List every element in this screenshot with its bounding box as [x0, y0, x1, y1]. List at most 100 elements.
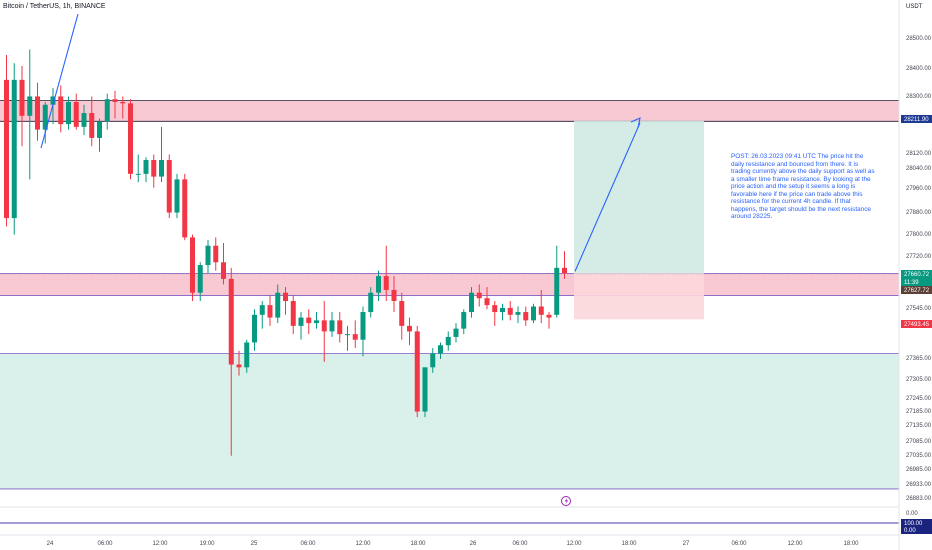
candle-body — [197, 265, 203, 293]
candle-body — [213, 245, 219, 263]
long-position-tool[interactable] — [574, 120, 704, 320]
candle-body — [128, 103, 133, 174]
trend-arrows — [40, 13, 641, 272]
indicator-price-tag — [901, 519, 932, 527]
time-tick-label: 18:00 — [843, 541, 859, 547]
candle-body — [329, 320, 335, 332]
candle-body — [267, 305, 273, 318]
candle-body — [73, 101, 79, 127]
price-tick-label: 27305.00 — [906, 377, 932, 383]
candle-body — [182, 179, 188, 238]
candle-body — [360, 312, 366, 340]
candle-body — [298, 317, 304, 326]
candle-body — [27, 96, 33, 116]
price-tick-label: 27800.00 — [906, 232, 932, 238]
candle-body — [58, 96, 64, 125]
candle-body — [81, 113, 87, 127]
price-tick-label: 28400.00 — [906, 66, 932, 72]
time-axis[interactable]: 24 06:00 12:00 19:00 25 06:00 12:00 18:00 26 06:0… — [0, 534, 899, 547]
candle-body — [554, 267, 560, 315]
candle-body — [11, 79, 17, 219]
candle-body — [453, 328, 459, 337]
indicator-price-tag — [901, 526, 932, 534]
candle-body — [507, 307, 513, 315]
candle-body — [562, 267, 567, 274]
candle-body — [345, 334, 350, 336]
daily-support-zone[interactable] — [0, 353, 899, 489]
time-tick-label: 24 — [47, 541, 54, 547]
candle-body — [120, 101, 126, 104]
time-tick-label: 12:00 — [152, 541, 168, 547]
candle-body — [352, 334, 358, 340]
candle-body — [515, 312, 521, 315]
candle-body — [19, 79, 25, 116]
candle-body — [252, 314, 257, 343]
candle-body — [135, 173, 141, 175]
price-tick-label: 27245.00 — [906, 396, 932, 402]
price-tick-label: 0.00 — [906, 511, 918, 517]
time-tick-label: 12:00 — [787, 541, 803, 547]
candle-body — [4, 79, 9, 219]
target-arrow-head — [630, 117, 641, 129]
time-tick-label: 26 — [470, 541, 477, 547]
candle-body — [399, 300, 405, 326]
candle-body — [104, 99, 110, 122]
analysis-note[interactable]: POST: 26.03.2023 09:41 UTC The price hit… — [731, 153, 875, 220]
price-tag-text: 27627.72 — [904, 288, 930, 294]
candle-body — [283, 292, 288, 301]
candle-body — [97, 121, 102, 138]
price-tag-text: 0.00 — [904, 528, 916, 534]
time-tick-label: 06:00 — [300, 541, 316, 547]
candle-body — [244, 342, 250, 368]
price-axis[interactable]: 28500.00 28400.00 28300.00 28120.00 28040.00… — [898, 0, 932, 550]
zones-layer — [0, 100, 899, 490]
price-tag-text: 100.00 — [904, 521, 923, 527]
candle-body — [151, 160, 157, 177]
candle-body — [314, 320, 319, 324]
symbol-title[interactable]: Bitcoin / TetherUS, 1h, BINANCE — [3, 3, 106, 10]
price-tag-text: 27660.72 — [904, 272, 930, 278]
candle-body — [306, 317, 312, 324]
candle-body — [275, 292, 281, 318]
candle-body — [89, 113, 95, 138]
currency-label[interactable]: USDT — [906, 4, 923, 10]
profit-area[interactable] — [574, 120, 704, 274]
target-arrow[interactable] — [574, 122, 641, 272]
candle-body — [531, 306, 536, 321]
price-tick-label: 26883.00 — [906, 496, 932, 502]
last-price-tag — [901, 270, 932, 278]
candle-body — [228, 278, 234, 365]
candle-body — [143, 160, 149, 174]
trend-arrow-left[interactable] — [40, 13, 79, 149]
stop-area[interactable] — [574, 273, 704, 320]
candle-body — [190, 237, 195, 293]
candle-body — [422, 367, 428, 412]
price-tick-label: 27135.00 — [906, 423, 932, 429]
time-tick-label: 25 — [251, 541, 258, 547]
resistance-zone[interactable] — [0, 100, 899, 122]
price-tick-label: 26985.00 — [906, 467, 932, 473]
candle-body — [35, 96, 40, 130]
countdown-price-tag — [901, 278, 932, 286]
candle-body — [66, 101, 71, 125]
smaller-tf-resistance-zone[interactable] — [0, 273, 899, 296]
candle-body — [337, 320, 343, 335]
time-tick-label: 18:00 — [621, 541, 637, 547]
stop-price-tag — [901, 320, 932, 328]
time-tick-label: 06:00 — [97, 541, 113, 547]
candle-body — [368, 292, 374, 313]
candle-body — [523, 312, 529, 321]
time-tick-label: 12:00 — [355, 541, 371, 547]
time-tick-label: 27 — [683, 541, 690, 547]
candle-body — [546, 314, 552, 318]
candle-body — [469, 292, 474, 313]
candle-body — [376, 276, 381, 293]
candle-body — [445, 336, 451, 346]
price-tick-label: 27545.00 — [906, 306, 932, 312]
candle-body — [492, 305, 498, 313]
price-tick-label: 27185.00 — [906, 409, 932, 415]
candle-body — [42, 104, 48, 130]
candle-body — [500, 307, 505, 313]
candle-body — [259, 305, 265, 315]
